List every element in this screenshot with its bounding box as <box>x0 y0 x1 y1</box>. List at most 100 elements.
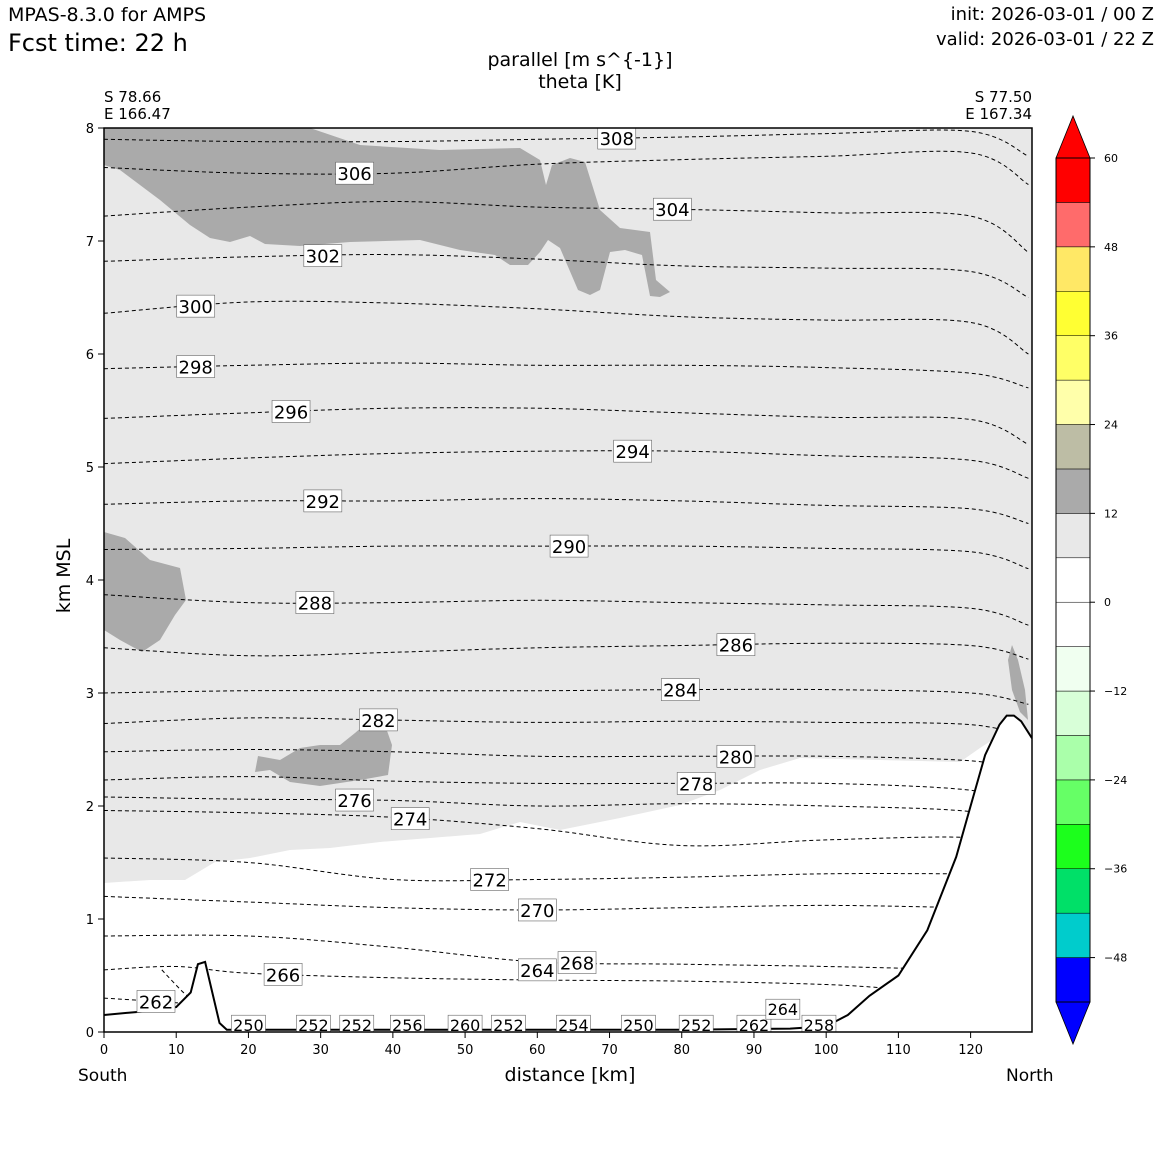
theta-label-286: 286 <box>716 633 756 657</box>
svg-text:280: 280 <box>719 747 753 768</box>
theta-contour-302 <box>104 254 1029 298</box>
theta-contour-266 <box>104 965 899 990</box>
x-tick-label-50: 50 <box>457 1043 474 1058</box>
chart-title: parallel [m s^{-1}] <box>487 49 673 71</box>
colorbar-bin-10 <box>1055 513 1091 559</box>
svg-text:252: 252 <box>298 1016 329 1035</box>
colorbar-bin-0 <box>1055 957 1091 1003</box>
x-tick-label-20: 20 <box>240 1043 257 1058</box>
x-tick-label-90: 90 <box>746 1043 763 1058</box>
surface-label-8: 252 <box>678 1014 714 1032</box>
x-tick-label-40: 40 <box>385 1043 402 1058</box>
theta-label-272: 272 <box>470 868 509 891</box>
svg-text:302: 302 <box>306 247 340 268</box>
y-tick-label-2: 2 <box>86 800 94 815</box>
colorbar-bin-15 <box>1055 291 1091 336</box>
theta-label-280: 280 <box>716 744 756 768</box>
colorbar-bin-16 <box>1055 246 1091 292</box>
svg-text:286: 286 <box>719 636 753 657</box>
theta-contour-272 <box>104 857 1029 882</box>
theta-label-298: 298 <box>176 355 216 379</box>
svg-text:274: 274 <box>393 810 427 831</box>
svg-text:282: 282 <box>361 711 395 732</box>
svg-text:268: 268 <box>560 954 594 975</box>
wind-shading-dark-upper <box>104 128 670 297</box>
colorbar-tick-label-2: 36 <box>1104 330 1118 343</box>
y-tick-label-3: 3 <box>86 687 94 702</box>
svg-text:262: 262 <box>739 1016 770 1035</box>
colorbar-tick-label-7: −24 <box>1104 774 1127 787</box>
x-tick-label-0: 0 <box>100 1043 108 1058</box>
x-tick-label-30: 30 <box>312 1043 329 1058</box>
surface-label-7: 250 <box>621 1014 656 1032</box>
svg-text:262: 262 <box>139 992 173 1013</box>
theta-contour-labels: 308 306 304 302 300 298 296 294 292 290 288 286 284 2… <box>136 128 756 1013</box>
y-tick-label-1: 1 <box>86 913 94 928</box>
surface-label-2: 252 <box>339 1014 375 1032</box>
svg-text:308: 308 <box>600 129 634 150</box>
theta-label-308: 308 <box>597 128 637 150</box>
colorbar: 60 48 36 24 12 0 −12 −24 −36 −48 <box>1055 114 1127 1046</box>
theta-label-262: 262 <box>136 990 176 1013</box>
x-axis-ticks: 0 10 20 30 40 50 60 70 80 90 100 110 120 <box>100 1032 983 1058</box>
wind-shading-light <box>104 128 1032 883</box>
theta-contour-278 <box>104 776 1029 807</box>
init-time: init: 2026-03-01 / 00 Z <box>950 4 1154 25</box>
colorbar-tick-label-9: −48 <box>1104 952 1127 965</box>
svg-text:304: 304 <box>655 200 689 221</box>
left-end-latitude: S 78.66 <box>104 88 162 106</box>
theta-label-288: 288 <box>295 591 335 615</box>
wind-shading-dark-right <box>1008 645 1028 720</box>
x-tick-label-60: 60 <box>529 1043 546 1058</box>
svg-text:250: 250 <box>233 1016 264 1035</box>
svg-text:306: 306 <box>337 164 371 185</box>
svg-text:270: 270 <box>520 901 554 922</box>
svg-text:298: 298 <box>179 358 213 379</box>
surface-label-5: 252 <box>491 1014 526 1032</box>
theta-label-304: 304 <box>653 197 692 221</box>
colorbar-bin-2 <box>1055 868 1091 914</box>
svg-text:260: 260 <box>450 1016 481 1035</box>
svg-text:266: 266 <box>266 965 300 986</box>
colorbar-over-arrow <box>1055 114 1091 159</box>
theta-contour-270 <box>104 895 1029 911</box>
theta-label-290: 290 <box>549 534 589 558</box>
x-tick-label-80: 80 <box>673 1043 690 1058</box>
colorbar-bin-8 <box>1055 601 1091 647</box>
colorbar-bin-18 <box>1055 157 1091 203</box>
right-end-latitude: S 77.50 <box>974 88 1032 106</box>
terrain-fill <box>104 715 1032 1032</box>
colorbar-tick-label-3: 24 <box>1104 419 1118 432</box>
theta-contour-294 <box>104 450 1029 479</box>
colorbar-tick-label-8: −36 <box>1104 863 1127 876</box>
colorbar-bin-7 <box>1055 646 1091 692</box>
theta-label-294: 294 <box>613 439 652 463</box>
svg-text:256: 256 <box>392 1016 423 1035</box>
colorbar-bin-9 <box>1055 557 1091 603</box>
chart-subtitle: theta [K] <box>538 71 622 93</box>
theta-label-278: 278 <box>676 772 716 795</box>
svg-text:254: 254 <box>558 1016 589 1035</box>
surface-label-0: 250 <box>231 1014 266 1035</box>
theta-contour-308 <box>104 129 1029 157</box>
colorbar-bin-13 <box>1055 379 1091 425</box>
colorbar-bin-12 <box>1055 424 1091 470</box>
theta-label-306: 306 <box>335 161 374 185</box>
svg-text:288: 288 <box>298 594 332 615</box>
y-tick-label-7: 7 <box>86 235 94 250</box>
theta-label-282: 282 <box>359 708 398 732</box>
x-tick-label-100: 100 <box>814 1043 839 1058</box>
colorbar-bin-4 <box>1055 779 1091 825</box>
theta-label-300: 300 <box>176 294 216 318</box>
theta-contour-296 <box>104 407 1029 445</box>
theta-contour-274 <box>104 810 1029 852</box>
surface-label-10: 264 <box>765 998 801 1020</box>
svg-text:276: 276 <box>337 791 371 812</box>
x-tick-label-10: 10 <box>168 1043 185 1058</box>
y-tick-label-4: 4 <box>86 574 94 589</box>
colorbar-tick-label-0: 60 <box>1104 152 1118 165</box>
surface-label-6: 254 <box>556 1014 591 1035</box>
left-end-longitude: E 166.47 <box>104 105 171 123</box>
